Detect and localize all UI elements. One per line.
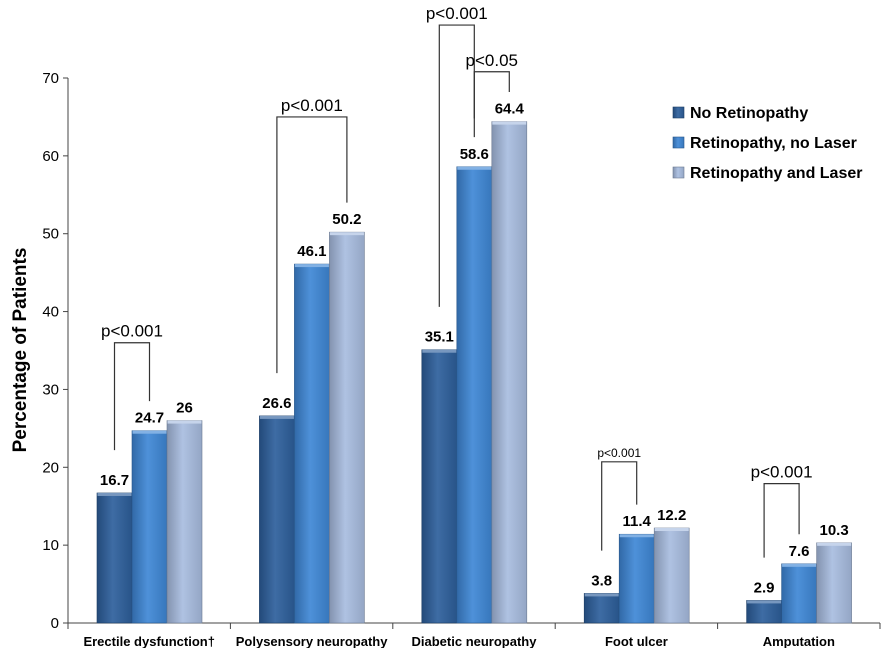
bar-value-label: 2.9	[754, 579, 775, 596]
significance-bracket	[763, 483, 800, 558]
bar-value-label: 26.6	[262, 395, 291, 412]
bar-highlight	[294, 264, 329, 268]
bar-value-label: 10.3	[819, 522, 848, 539]
y-tick-label: 30	[42, 381, 59, 398]
x-category-label: Polysensory neuropathy	[236, 634, 388, 648]
bars-layer	[96, 121, 852, 624]
significance-bracket	[276, 116, 348, 374]
p-value-label: p<0.001	[281, 96, 343, 115]
x-category-label: Erectile dysfunction†	[83, 634, 214, 648]
bar-highlight	[97, 492, 132, 496]
bar	[294, 263, 330, 624]
bar-value-label: 16.7	[100, 472, 129, 489]
bar	[653, 527, 690, 624]
y-axis-title: Percentage of Patients	[10, 248, 31, 453]
y-tick-label: 40	[42, 304, 59, 321]
legend-swatch	[672, 106, 685, 119]
bar-highlight	[259, 415, 294, 419]
y-tick-label: 10	[42, 537, 59, 554]
bar-value-label: 11.4	[623, 513, 652, 530]
p-value-label: p<0.001	[101, 322, 163, 341]
bar-value-label: 35.1	[425, 329, 454, 346]
data-labels-layer: 16.7 26.6 35.1 3.8 2.9 24.7 46.1 58.6 11.4 7.6 26 5…	[100, 101, 849, 597]
bar-highlight	[584, 593, 619, 597]
bar	[618, 533, 655, 624]
y-tick-label: 0	[51, 615, 59, 632]
bar-value-label: 64.4	[495, 101, 525, 118]
bar-highlight	[329, 232, 364, 236]
bar-value-label: 12.2	[657, 507, 686, 524]
y-tick-label: 50	[42, 226, 59, 243]
p-value-label: p<0.05	[466, 51, 518, 70]
bar	[96, 492, 133, 624]
annotations-layer: p<0.001 p<0.001 p<0.001 p<0.05 p<0.001 p<0.00…	[101, 4, 813, 558]
bar-highlight	[457, 166, 492, 170]
p-value-label: p<0.001	[426, 4, 488, 23]
legend-label: No Retinopathy	[690, 105, 808, 122]
bar-value-label: 46.1	[297, 243, 326, 260]
bar	[166, 420, 203, 624]
legend-label: Retinopathy and Laser	[690, 165, 862, 182]
bar-value-label: 3.8	[591, 572, 612, 589]
bar-highlight	[132, 430, 167, 434]
bar	[131, 430, 168, 624]
significance-bracket	[473, 71, 510, 119]
bar	[746, 600, 782, 624]
bar	[491, 121, 528, 624]
bar-highlight	[492, 121, 527, 125]
y-tick-label: 60	[42, 148, 59, 165]
y-tick-label: 70	[42, 70, 59, 87]
bar-highlight	[654, 528, 689, 532]
bar-value-label: 50.2	[332, 211, 361, 228]
bar-highlight	[422, 349, 457, 353]
legend-swatch	[672, 136, 685, 149]
bar-value-label: 58.6	[460, 146, 489, 163]
bar-highlight	[167, 420, 202, 424]
legend-swatch	[672, 166, 685, 179]
significance-bracket	[113, 342, 151, 451]
p-value-label: p<0.001	[751, 463, 813, 482]
bar-highlight	[619, 534, 654, 538]
y-tick-label: 20	[42, 459, 59, 476]
significance-bracket	[601, 461, 638, 551]
axis-layer: 0 10 20 30 40 50 60 70 Erectile dysfunction† Poly…	[42, 70, 881, 649]
bar-highlight	[747, 600, 782, 604]
bar-highlight	[817, 542, 852, 546]
bar	[781, 563, 817, 624]
bar-value-label: 24.7	[135, 410, 164, 427]
x-category-label: Foot ulcer	[605, 634, 668, 648]
bar	[259, 415, 295, 624]
bar	[329, 231, 365, 624]
p-value-label: p<0.001	[597, 446, 641, 460]
bar	[583, 593, 620, 624]
bar-value-label: 7.6	[789, 543, 810, 560]
legend-label: Retinopathy, no Laser	[690, 135, 857, 152]
x-category-label: Diabetic neuropathy	[412, 634, 538, 648]
bar	[816, 542, 852, 624]
bar-highlight	[782, 563, 817, 567]
legend: No Retinopathy Retinopathy, no Laser Retin…	[672, 105, 862, 182]
x-category-label: Amputation	[763, 634, 835, 648]
bar	[456, 166, 493, 624]
bar-value-label: 26	[176, 400, 193, 417]
bar	[421, 349, 458, 624]
